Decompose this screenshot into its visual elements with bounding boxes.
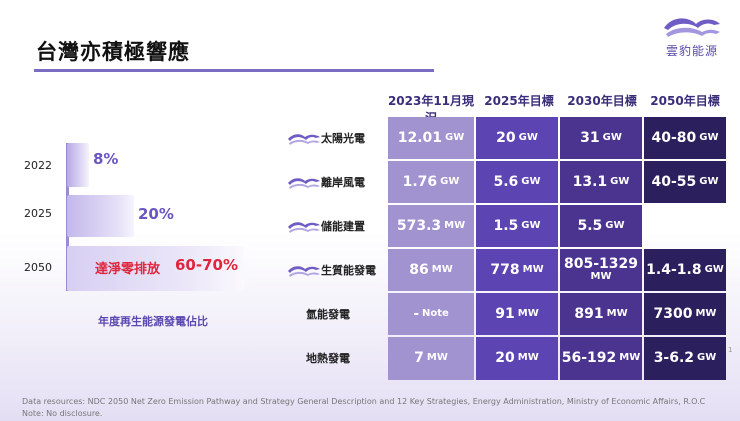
row-label-offshore-wind: 離岸風電 bbox=[287, 161, 384, 203]
table-cell: 91 MW bbox=[476, 293, 558, 335]
wave-icon bbox=[288, 134, 320, 145]
bar-value-2022: 8% bbox=[93, 150, 119, 168]
table-cell: 1.76 GW bbox=[388, 161, 474, 203]
data-source-note: Data resources: NDC 2050 Net Zero Emissi… bbox=[22, 397, 706, 406]
bar-value-2025: 20% bbox=[138, 205, 174, 223]
row-label-hydrogen: 氫能發電 bbox=[287, 293, 384, 335]
page-number: 1 bbox=[728, 346, 733, 354]
bar-value-2050: 60-70% bbox=[175, 256, 239, 274]
table-cell: 573.3 MW bbox=[388, 205, 474, 247]
row-label-text: 生質能發電 bbox=[321, 264, 376, 277]
wave-icon bbox=[288, 178, 320, 189]
row-label-text: 儲能建置 bbox=[321, 220, 365, 233]
table-cell: 56-192 MW bbox=[560, 337, 642, 380]
row-label-text: 地熱發電 bbox=[306, 352, 350, 365]
year-label: 2025 bbox=[24, 207, 52, 220]
table-cell: 7 MW bbox=[388, 337, 474, 380]
table-cell-empty bbox=[644, 205, 726, 247]
row-label-text: 氫能發電 bbox=[306, 308, 350, 321]
row-label-solar: 太陽光電 bbox=[287, 117, 384, 159]
net-zero-label: 達淨零排放 bbox=[95, 262, 161, 277]
column-header: 2050年目標 bbox=[650, 94, 720, 108]
leopard-logo-icon bbox=[664, 18, 720, 37]
table-cell: 20 GW bbox=[476, 117, 558, 159]
bar-2050 bbox=[67, 246, 244, 291]
column-header: 2030年目標 bbox=[567, 94, 637, 108]
row-label-geothermal: 地熱發電 bbox=[287, 337, 384, 379]
row-label-text: 太陽光電 bbox=[321, 132, 365, 145]
page-title: 台灣亦積極響應 bbox=[36, 40, 190, 64]
table-cell: 12.01 GW bbox=[388, 117, 474, 159]
bar-2022 bbox=[67, 143, 89, 187]
table-cell: 31 GW bbox=[560, 117, 642, 159]
table-cell: 13.1 GW bbox=[560, 161, 642, 203]
row-label-biomass: 生質能發電 bbox=[287, 249, 384, 291]
title-underline bbox=[34, 69, 434, 72]
bar-2025 bbox=[67, 195, 134, 237]
table-cell: 7300 MW bbox=[644, 293, 726, 335]
table-cell: 5.5 GW bbox=[560, 205, 642, 247]
chart-caption: 年度再生能源發電佔比 bbox=[98, 315, 208, 328]
table-cell: 3-6.2 GW bbox=[644, 337, 726, 380]
year-label: 2022 bbox=[24, 159, 52, 172]
table-cell: 1.5 GW bbox=[476, 205, 558, 247]
table-cell: 40-80 GW bbox=[644, 117, 726, 159]
table-cell: 805-1329 MW bbox=[560, 249, 642, 291]
column-header: 2025年目標 bbox=[484, 94, 554, 108]
column-header: 2023年11月現況 bbox=[387, 94, 475, 125]
wave-icon bbox=[288, 266, 320, 277]
table-cell: 891 MW bbox=[560, 293, 642, 335]
table-cell: 5.6 GW bbox=[476, 161, 558, 203]
table-cell: - Note bbox=[388, 293, 474, 335]
table-cell: 20 MW bbox=[476, 337, 558, 380]
table-cell: 86 MW bbox=[388, 249, 474, 291]
logo-text: 雲豹能源 bbox=[665, 44, 718, 58]
table-cell: 778 MW bbox=[476, 249, 558, 291]
disclosure-note: Note: No disclosure. bbox=[22, 409, 103, 418]
row-label-text: 離岸風電 bbox=[321, 176, 365, 189]
wave-icon bbox=[288, 222, 320, 233]
row-label-storage: 儲能建置 bbox=[287, 205, 384, 247]
year-label: 2050 bbox=[24, 261, 52, 274]
company-logo: 雲豹能源 bbox=[652, 14, 732, 64]
table-cell: 40-55 GW bbox=[644, 161, 726, 203]
table-cell: 1.4-1.8 GW bbox=[644, 249, 726, 291]
